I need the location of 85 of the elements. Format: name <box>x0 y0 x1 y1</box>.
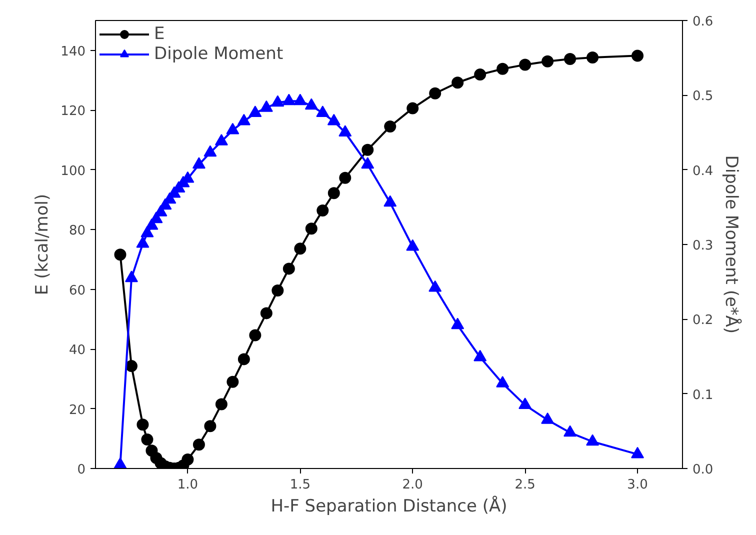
point <box>564 53 576 66</box>
point <box>114 248 126 261</box>
point <box>316 204 329 216</box>
x-tick-label: 1.5 <box>290 478 311 492</box>
point <box>192 438 205 451</box>
point <box>632 50 644 62</box>
x-tick-label: 1.0 <box>177 478 198 492</box>
point <box>237 114 250 126</box>
point <box>192 157 206 169</box>
point <box>204 145 217 157</box>
point <box>214 134 228 146</box>
point <box>542 55 554 68</box>
point <box>215 398 228 410</box>
y2-tick-label: 0.2 <box>692 313 714 328</box>
y2-tick-label: 0.6 <box>692 14 714 30</box>
point <box>238 353 250 366</box>
point <box>282 94 296 106</box>
point <box>474 350 487 362</box>
point <box>384 195 397 207</box>
point <box>226 122 240 134</box>
x-tick-label: 3.0 <box>627 478 648 492</box>
point <box>451 318 464 330</box>
point <box>327 114 340 126</box>
point <box>518 398 532 409</box>
point <box>272 284 284 296</box>
point <box>496 62 509 75</box>
point <box>124 270 138 282</box>
x-tick-label: 2.5 <box>514 478 536 492</box>
point <box>339 172 352 184</box>
point <box>428 280 442 292</box>
point <box>361 157 374 169</box>
point <box>204 420 216 432</box>
point <box>586 434 600 446</box>
y-tick-label: 0 <box>77 462 86 478</box>
point <box>136 236 150 248</box>
point <box>294 94 307 106</box>
point <box>305 222 318 235</box>
point <box>304 98 318 110</box>
x-tick-label: 2.0 <box>402 478 423 492</box>
y2-tick-label: 0.0 <box>692 462 714 478</box>
point <box>429 87 442 100</box>
point <box>114 457 127 468</box>
y2-tick-label: 0.5 <box>692 89 714 104</box>
y2-tick-label: 0.4 <box>692 164 714 179</box>
point <box>541 412 554 424</box>
point <box>474 68 486 81</box>
y-axis-title: E (kcal/mol) <box>32 194 53 296</box>
point <box>182 454 194 466</box>
point <box>496 376 510 388</box>
point <box>136 418 149 431</box>
point <box>452 76 464 89</box>
y-tick-label: 140 <box>60 44 86 60</box>
point <box>338 125 352 136</box>
point <box>328 187 340 200</box>
x-axis-title: H-F Separation Distance (Å) <box>270 496 508 516</box>
point <box>406 102 419 114</box>
y-tick-label: 60 <box>68 283 86 298</box>
point <box>271 95 284 107</box>
point <box>564 425 577 437</box>
legend-label: Dipole Moment <box>154 44 284 64</box>
point <box>519 58 532 71</box>
point <box>631 446 644 458</box>
y-tick-label: 120 <box>60 104 86 120</box>
point <box>384 120 396 133</box>
y-tick-label: 40 <box>68 343 86 358</box>
point <box>141 434 154 446</box>
y2-tick-label: 0.1 <box>692 388 714 403</box>
y2-tick-label: 0.3 <box>692 238 714 254</box>
point <box>249 329 262 342</box>
legend-label: E <box>154 24 166 44</box>
point <box>406 239 420 251</box>
point <box>248 106 262 118</box>
point <box>294 242 306 255</box>
y2-axis-title: Dipole Moment (e*Å) <box>721 155 742 334</box>
y-tick-label: 20 <box>68 402 86 418</box>
point <box>260 307 272 320</box>
point <box>282 262 295 275</box>
point <box>260 100 273 112</box>
point <box>226 376 239 388</box>
point <box>125 360 138 372</box>
point <box>586 52 599 64</box>
point <box>362 144 374 156</box>
y-tick-label: 100 <box>60 164 86 179</box>
point <box>316 106 330 118</box>
y-tick-label: 80 <box>68 224 86 239</box>
